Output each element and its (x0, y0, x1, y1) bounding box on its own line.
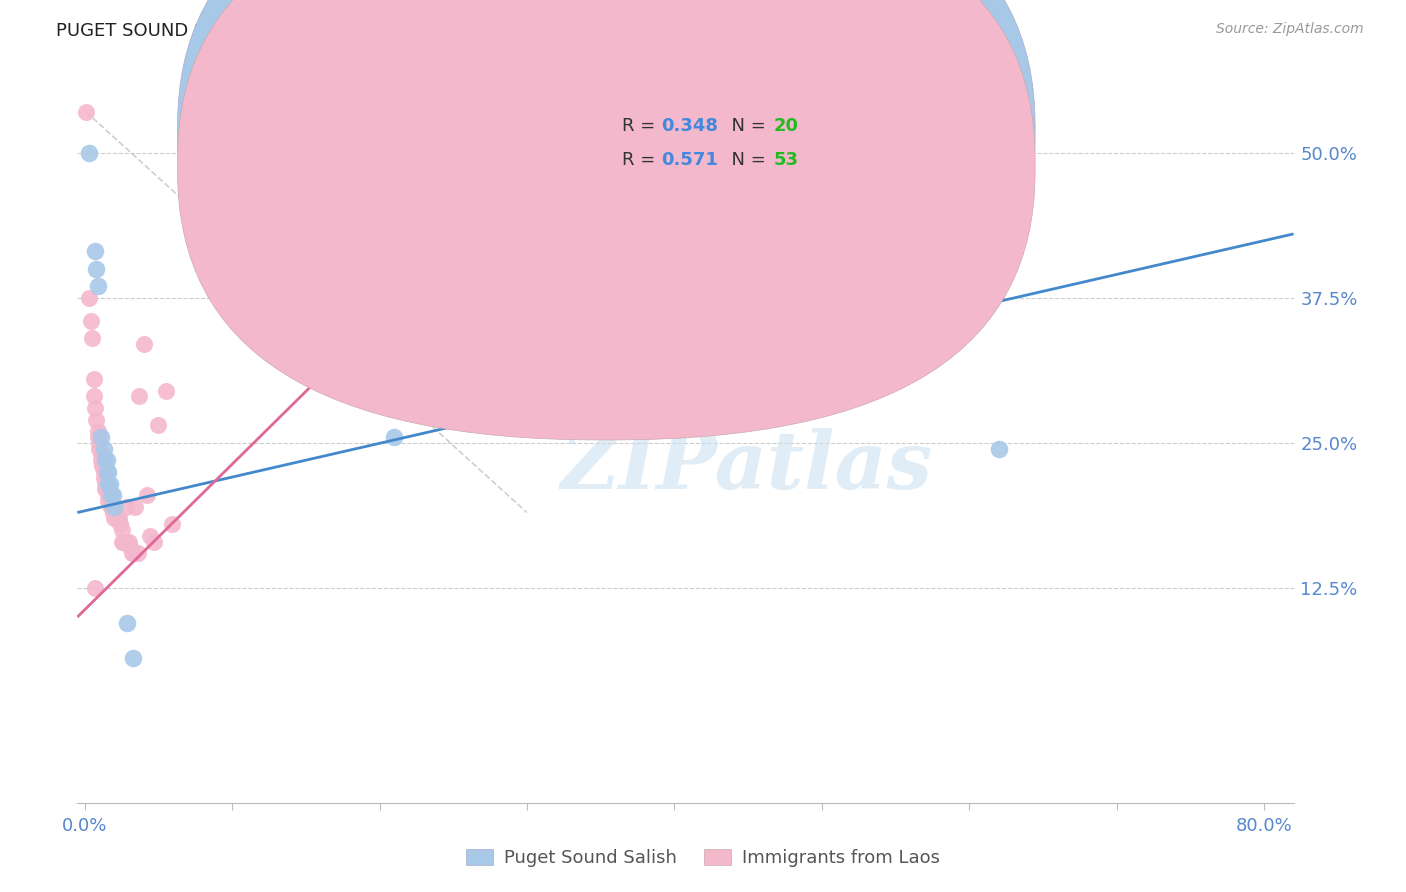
Point (110, 534, 132, 549)
Point (97, 494, 120, 508)
Text: ZIPatlas: ZIPatlas (560, 427, 932, 505)
Point (94, 483, 117, 497)
Point (143, 534, 166, 549)
Point (127, 546, 149, 560)
Point (75, 105, 97, 120)
Point (124, 500, 146, 514)
Point (132, 337, 155, 351)
Text: N =: N = (720, 117, 772, 135)
Point (83, 372, 105, 386)
Point (135, 488, 157, 502)
Point (100, 488, 122, 502)
Point (87, 424, 110, 438)
Point (77, 145, 100, 160)
Point (110, 523, 132, 537)
Point (101, 506, 124, 520)
Point (87, 279, 110, 293)
Point (86, 261, 108, 276)
Point (122, 546, 145, 560)
Point (516, 221, 538, 235)
Point (138, 529, 160, 543)
Point (93, 465, 115, 479)
Text: PUGET SOUND SALISH VS IMMIGRANTS FROM LAOS SINGLE MALE POVERTY CORRELATION CHART: PUGET SOUND SALISH VS IMMIGRANTS FROM LA… (56, 22, 935, 40)
Point (120, 541, 142, 555)
Point (84, 401, 107, 415)
Point (96, 483, 118, 497)
Text: 20: 20 (773, 117, 799, 135)
Point (93, 442, 115, 456)
Point (122, 650, 145, 665)
Point (86, 412, 108, 426)
Point (90, 453, 112, 467)
Point (97, 476, 120, 491)
Point (100, 500, 122, 514)
Point (98, 494, 121, 508)
Text: R =: R = (621, 151, 661, 169)
Point (98, 476, 121, 491)
Point (79, 314, 101, 328)
Point (89, 436, 111, 450)
Text: R =: R = (621, 117, 661, 135)
Point (83, 389, 105, 403)
Point (155, 384, 177, 398)
Point (107, 511, 129, 525)
Point (115, 500, 138, 514)
Point (96, 453, 118, 467)
Point (94, 476, 117, 491)
Text: N =: N = (720, 151, 772, 169)
Point (148, 418, 170, 433)
Point (84, 581, 107, 595)
Point (103, 511, 125, 525)
Point (810, 175, 832, 189)
Point (103, 500, 125, 514)
Point (382, 430, 405, 444)
Point (90, 430, 112, 444)
Point (89, 442, 111, 456)
Point (121, 546, 143, 560)
Point (104, 500, 127, 514)
Point (117, 534, 139, 549)
Text: 0.348: 0.348 (661, 117, 718, 135)
Text: 0.571: 0.571 (661, 151, 718, 169)
Point (108, 517, 131, 532)
Point (96, 465, 118, 479)
Point (77, 291, 100, 305)
Point (105, 511, 128, 525)
Point (112, 534, 135, 549)
Point (516, 221, 538, 235)
Point (128, 389, 150, 403)
Point (987, 442, 1010, 456)
Point (94, 453, 117, 467)
Point (87, 430, 110, 444)
Point (97, 465, 120, 479)
Point (91, 459, 114, 474)
Legend: Puget Sound Salish, Immigrants from Laos: Puget Sound Salish, Immigrants from Laos (458, 841, 948, 874)
Point (84, 244, 107, 259)
Point (160, 517, 183, 532)
Point (117, 615, 139, 630)
Point (97, 488, 120, 502)
Text: 53: 53 (773, 151, 799, 169)
Point (100, 500, 122, 514)
Point (101, 500, 124, 514)
Point (118, 534, 141, 549)
Point (90, 448, 112, 462)
Point (101, 488, 124, 502)
Point (80, 331, 103, 345)
Point (93, 471, 115, 485)
Text: Source: ZipAtlas.com: Source: ZipAtlas.com (1216, 22, 1364, 37)
